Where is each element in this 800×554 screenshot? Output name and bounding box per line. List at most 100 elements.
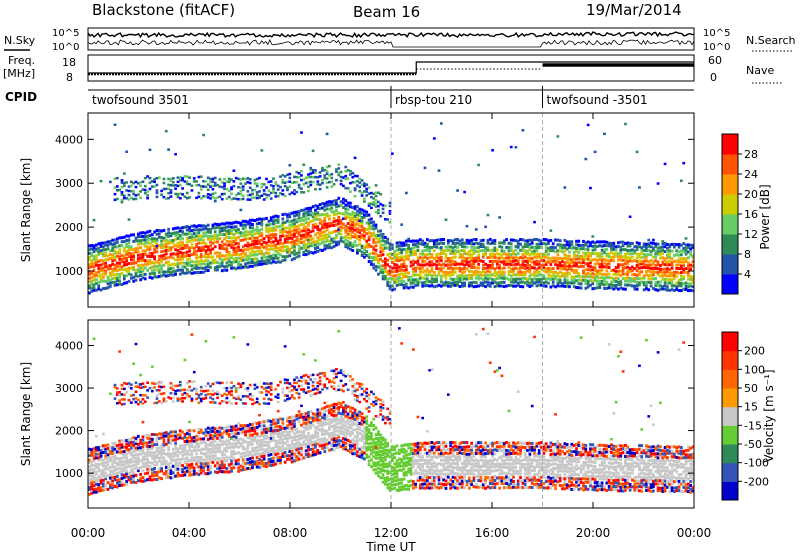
echo-cell	[160, 432, 163, 436]
echo-cell	[640, 276, 644, 280]
echo-cell	[183, 449, 187, 453]
echo-cell	[484, 280, 487, 284]
echo-cell	[255, 249, 259, 253]
echo-cell	[199, 462, 203, 466]
echo-cell	[507, 262, 511, 266]
echo-cell	[638, 245, 641, 249]
echo-cell	[463, 245, 466, 249]
echo-cell	[92, 457, 96, 460]
echo-cell	[157, 176, 161, 179]
echo-cell	[439, 280, 443, 284]
y-tick-label: 3000	[55, 177, 83, 190]
echo-cell	[300, 216, 303, 220]
echo-cell	[167, 183, 170, 187]
echo-cell	[598, 265, 602, 269]
echo-cell	[316, 242, 320, 246]
echo-cell	[367, 235, 371, 239]
echo-cell	[195, 260, 198, 264]
echo-cell	[227, 400, 231, 404]
echo-cell	[363, 209, 366, 213]
echo-cell	[148, 450, 152, 454]
echo-cell	[265, 436, 268, 440]
echo-cell	[104, 464, 108, 468]
echo-cell	[197, 248, 201, 252]
echo-cell	[530, 252, 534, 256]
echo-cell	[115, 447, 119, 451]
echo-cell	[474, 256, 478, 260]
echo-cell	[213, 197, 217, 200]
echo-cell	[269, 398, 273, 401]
echo-cell	[220, 244, 224, 248]
echo-cell	[411, 285, 415, 289]
echo-cell	[213, 261, 217, 265]
echo-cell	[635, 269, 639, 273]
echo-cell	[230, 243, 233, 247]
echo-cell	[281, 234, 285, 238]
echo-cell	[125, 461, 129, 465]
echo-cell	[330, 238, 334, 242]
echo-cell	[614, 251, 618, 255]
echo-cell	[523, 249, 527, 253]
echo-cell	[232, 428, 236, 432]
echo-cell	[262, 461, 266, 465]
echo-cell	[558, 256, 562, 260]
echo-cell	[262, 402, 266, 405]
echo-cell	[276, 432, 280, 435]
echo-cell	[106, 243, 110, 247]
echo-cell	[108, 253, 112, 257]
echo-cell	[526, 280, 529, 284]
freq-label: Freq.	[8, 54, 35, 67]
echo-cell	[195, 459, 198, 463]
echo-cell	[279, 238, 282, 242]
echo-cell	[148, 272, 152, 276]
echo-cell	[178, 251, 182, 254]
echo-cell	[612, 241, 616, 245]
echo-cell	[668, 268, 672, 271]
echo-cell	[227, 390, 231, 394]
echo-cell	[232, 180, 236, 183]
echo-cell	[600, 276, 604, 280]
echo-cell	[248, 193, 252, 197]
echo-cell	[358, 235, 362, 239]
echo-cell	[192, 449, 196, 453]
echo-cell	[241, 245, 245, 249]
echo-cell	[409, 250, 413, 254]
echo-cell	[160, 392, 163, 396]
echo-cell	[649, 270, 653, 274]
echo-cell	[351, 223, 355, 227]
echo-cell	[113, 484, 117, 488]
echo-cell	[274, 455, 278, 459]
echo-cell	[239, 193, 243, 196]
echo-cell	[192, 380, 196, 383]
echo-cell	[262, 454, 266, 458]
echo-cell	[101, 262, 105, 266]
echo-cell	[600, 248, 604, 252]
echo-cell	[232, 197, 236, 200]
echo-cell	[388, 269, 392, 273]
echo-cell	[209, 471, 212, 475]
echo-cell	[234, 424, 238, 428]
echo-cell	[542, 238, 546, 241]
echo-cell	[223, 463, 226, 467]
echo-cell	[675, 266, 679, 270]
echo-cell	[563, 261, 567, 265]
echo-cell	[328, 239, 331, 243]
scatter-cell	[183, 358, 187, 362]
echo-cell	[143, 176, 147, 180]
date-title: 19/Mar/2014	[586, 1, 682, 19]
echo-cell	[673, 274, 676, 278]
echo-cell	[304, 217, 308, 221]
echo-cell	[269, 419, 273, 423]
echo-cell	[624, 283, 627, 287]
echo-cell	[251, 249, 254, 253]
echo-cell	[610, 276, 613, 280]
echo-cell	[162, 472, 166, 476]
echo-cell	[642, 262, 646, 266]
echo-cell	[635, 252, 639, 256]
echo-cell	[174, 453, 177, 457]
scatter-cell	[204, 340, 208, 343]
echo-cell	[241, 402, 245, 405]
echo-cell	[505, 263, 508, 266]
echo-cell	[206, 259, 210, 263]
echo-cell	[682, 270, 686, 274]
